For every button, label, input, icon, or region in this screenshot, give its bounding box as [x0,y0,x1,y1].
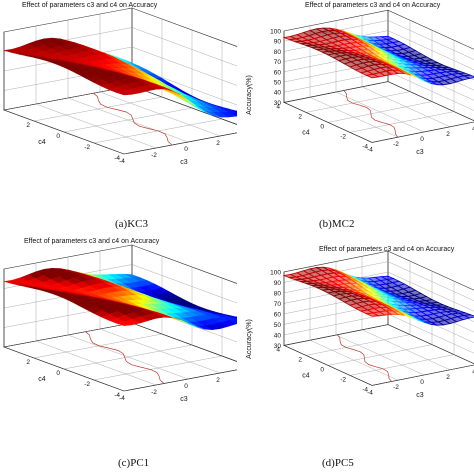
y-tick-label: 0 [56,133,60,140]
z-axis-label: Accuracy(%) [246,319,253,359]
y-tick-label: 0 [320,123,324,130]
z-tick-label: 40 [274,332,282,339]
y-tick-label: 2 [26,359,30,366]
x-axis-label: c3 [416,392,424,399]
x-tick-label: 2 [216,377,220,384]
chart-title-d: Effect of parameters c3 and c4 on Accura… [319,246,455,253]
y-tick-label: -4 [362,143,368,150]
y-tick-label: -4 [114,392,120,399]
chart-title-b: Effect of parameters c3 and c4 on Accura… [305,2,441,9]
surface-patch [115,321,133,326]
chart-title-a: Effect of parameters c3 and c4 on Accura… [22,2,158,9]
floor-contour [85,331,165,384]
surface [3,37,237,146]
y-tick-label: 2 [298,356,302,363]
z-tick-label: 100 [270,29,281,36]
chart-panel-b: Effect of parameters c3 and c4 on Accura… [237,0,474,237]
y-tick-label: 4 [276,103,280,110]
caption-d: (d)PC5 [322,457,354,469]
z-tick-label: 50 [274,80,282,87]
x-tick-label: -2 [393,384,399,391]
y-axis-label: c4 [302,129,310,136]
z-tick-label: 100 [270,269,281,276]
x-axis-label: c3 [180,159,188,166]
x-tick-label: 4 [472,369,474,376]
x-axis-label: c3 [180,396,188,403]
y-tick-label: 2 [298,113,302,120]
x-tick-label: -2 [393,141,399,148]
x-tick-label: 0 [184,383,188,390]
y-tick-label: -4 [114,155,120,162]
x-tick-label: -2 [151,152,157,159]
y-tick-label: -2 [340,376,346,383]
z-tick-label: 50 [274,322,282,329]
y-tick-label: 4 [276,346,280,353]
y-axis-label: c4 [38,139,46,146]
x-tick-label: -4 [367,146,373,153]
x-tick-label: 0 [420,379,424,386]
z-axis-label: Accuracy(%) [246,75,253,115]
caption-a: (a)KC3 [115,218,148,230]
x-tick-label: 2 [216,140,220,147]
y-axis-label: c4 [38,376,46,383]
y-tick-label: -2 [340,133,346,140]
surface [282,266,474,382]
z-tick-label: 70 [274,301,282,308]
y-tick-label: 2 [26,122,30,129]
z-tick-label: 80 [274,290,282,297]
surface-plot-b: -4-2024-4-202430405060708090100c3c4Accur… [246,9,474,156]
floor-contour [343,90,399,138]
x-tick-label: 0 [184,146,188,153]
chart-title-c: Effect of parameters c3 and c4 on Accura… [24,238,160,245]
y-tick-label: 0 [320,366,324,373]
y-tick-label: -2 [84,144,90,151]
y-tick-label: 0 [56,370,60,377]
surface [282,27,474,138]
x-tick-label: -4 [367,389,373,396]
chart-panel-d: Effect of parameters c3 and c4 on Accura… [237,237,474,474]
x-axis-label: c3 [416,149,424,156]
chart-panel-a: Effect of parameters c3 and c4 on Accura… [0,0,237,237]
z-tick-label: 60 [274,311,282,318]
floor-contour [337,334,392,382]
z-tick-label: 40 [274,90,282,97]
x-tick-label: 4 [472,126,474,133]
z-tick-label: 60 [274,69,282,76]
x-tick-label: 2 [446,131,450,138]
y-axis-label: c4 [302,372,310,379]
z-tick-label: 90 [274,39,282,46]
x-tick-label: -4 [119,158,125,165]
z-tick-label: 80 [274,49,282,56]
x-tick-label: 0 [420,136,424,143]
y-tick-label: -4 [362,386,368,393]
caption-c: (c)PC1 [118,457,150,469]
z-tick-label: 70 [274,59,282,66]
caption-b: (b)MC2 [319,218,355,230]
floor-contour [93,92,173,146]
chart-panel-c: Effect of parameters c3 and c4 on Accura… [0,237,237,474]
y-tick-label: -2 [84,381,90,388]
z-tick-label: 30 [274,100,282,107]
surface-patch [365,312,380,317]
x-tick-label: 2 [446,374,450,381]
z-tick-label: 30 [274,343,282,350]
surface-patch [116,90,133,96]
x-tick-label: -2 [151,389,157,396]
surface [3,267,237,384]
x-tick-label: -4 [119,395,125,402]
surface-plot-d: -4-2024-4-202430405060708090100c3c4Accur… [246,250,474,399]
z-tick-label: 90 [274,280,282,287]
surface-patch [365,73,380,79]
